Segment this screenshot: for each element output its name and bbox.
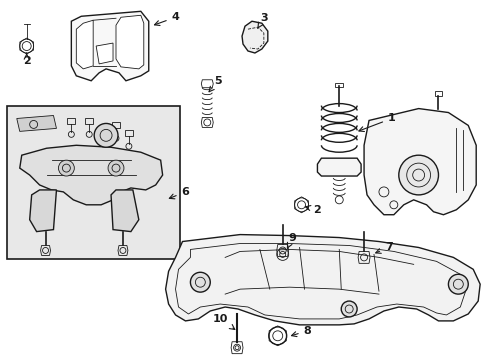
Text: 8: 8 — [291, 326, 311, 337]
Circle shape — [190, 272, 210, 292]
Polygon shape — [317, 158, 360, 176]
Polygon shape — [242, 21, 267, 53]
Circle shape — [59, 160, 74, 176]
Text: 10: 10 — [212, 314, 234, 329]
Text: 3: 3 — [257, 13, 267, 28]
Polygon shape — [111, 190, 139, 231]
Polygon shape — [96, 43, 113, 64]
Text: 7: 7 — [375, 243, 392, 253]
Text: 1: 1 — [358, 113, 395, 131]
Text: 9: 9 — [287, 233, 296, 248]
Circle shape — [108, 160, 123, 176]
Circle shape — [398, 155, 438, 195]
Polygon shape — [364, 109, 475, 215]
Text: 5: 5 — [209, 76, 222, 92]
Circle shape — [94, 123, 118, 147]
Text: 2: 2 — [305, 205, 321, 215]
Polygon shape — [76, 20, 93, 69]
Polygon shape — [20, 145, 163, 205]
Text: 2: 2 — [23, 53, 31, 66]
Polygon shape — [116, 15, 143, 69]
Text: 6: 6 — [169, 187, 189, 199]
Polygon shape — [30, 190, 56, 231]
Polygon shape — [17, 116, 56, 131]
Polygon shape — [165, 235, 479, 325]
Circle shape — [447, 274, 468, 294]
Text: 4: 4 — [154, 12, 179, 26]
Polygon shape — [71, 11, 148, 81]
Circle shape — [341, 301, 356, 317]
Bar — [7, 105, 180, 260]
